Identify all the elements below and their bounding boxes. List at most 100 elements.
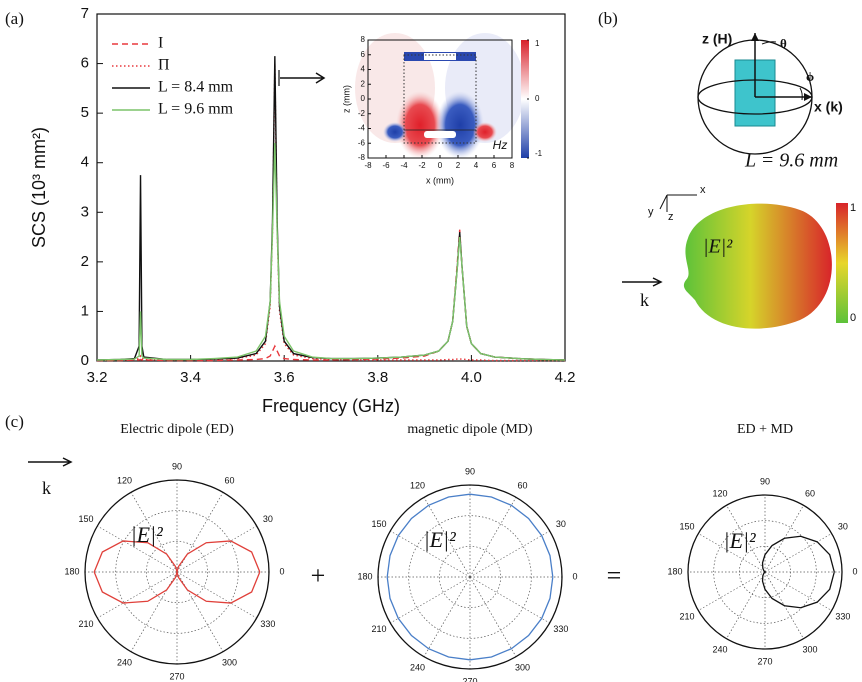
x-tick-label: 4.0 [461,369,482,386]
y-tick-label: 6 [361,50,366,59]
arrow [280,72,326,84]
polar-title: ED + MD [737,422,793,437]
angle-grid [176,525,257,573]
red-spot [473,122,497,142]
angle-grid [726,505,766,573]
y-tick-label: 7 [81,5,89,22]
angle-grid [469,576,550,624]
wave-label: k [42,478,51,498]
angle-label: 150 [680,521,695,531]
x-tick-label: 3.6 [274,369,295,386]
angle-grid [97,525,178,573]
y-tick-label: 3 [81,203,89,220]
y-tick-label: -8 [358,153,366,162]
top-gap [424,53,456,60]
series-line [96,63,565,362]
coord-label: y [648,206,654,218]
axis-label: x (k) [814,99,843,115]
angle-label: 90 [760,476,770,486]
x-tick-label: 4.2 [555,369,576,386]
legend-label: L = 8.4 mm [158,79,234,96]
x-tick-label: 6 [492,161,497,170]
panel-label: (a) [5,9,24,28]
field-name: Hz [493,138,508,152]
theta-arrow [761,41,777,45]
y-tick-label: 4 [81,154,89,171]
axis-label: θ [780,36,787,51]
panel-label: (b) [598,9,618,28]
y-tick-label: 6 [81,55,89,72]
x-tick-label: 0 [438,161,443,170]
angle-label: 0 [852,566,857,576]
angle-label: 180 [357,571,372,581]
colorbar-label: 0 [850,312,856,324]
angle-grid [726,571,766,639]
polar-curve [386,493,554,661]
angle-grid [176,571,257,619]
angle-label: 270 [169,671,184,681]
radiation-pattern [683,203,832,329]
series-line [96,142,566,361]
angle-label: 60 [517,480,527,490]
legend-label: I [158,35,163,52]
x-axis-label: Frequency (GHz) [262,396,400,416]
y-tick-label: 2 [81,253,89,270]
x-tick-label: 4 [474,161,479,170]
y-tick-label: -6 [358,138,366,147]
angle-label: 180 [64,566,79,576]
x-tick-label: -4 [400,161,408,170]
angle-label: 120 [410,480,425,490]
x-tick-label: 3.8 [367,369,388,386]
angle-label: 210 [372,624,387,634]
axis-label: z (H) [702,31,732,47]
radial-grid [713,520,817,624]
angle-grid [469,497,517,578]
angle-label: 0 [572,571,577,581]
y-tick-label: 0 [361,94,366,103]
y-axis-label: z (mm) [341,85,351,113]
polar-frame [687,494,843,650]
y-tick-label: 5 [81,104,89,121]
angle-label: 120 [117,475,132,485]
wave-label: k [640,290,649,310]
colorbar-label: 1 [535,39,540,48]
angle-label: 150 [372,519,387,529]
angle-grid [764,533,832,573]
angle-grid [423,576,471,657]
angle-label: 30 [263,514,273,524]
x-tick-label: 3.4 [180,369,201,386]
angle-label: 270 [757,656,772,666]
arrowheads [751,33,812,101]
x-tick-label: -8 [364,161,372,170]
field-map [355,33,529,159]
colorbar-label: -1 [535,149,543,158]
colorbar [521,40,529,158]
equals-sign: = [607,561,622,590]
x-tick-label: -2 [418,161,426,170]
angle-label: 0 [279,566,284,576]
angle-label: 180 [667,566,682,576]
polar-frame [84,479,270,665]
y-tick-label: -4 [358,124,366,133]
angle-label: 330 [835,611,850,621]
angle-label: 90 [172,461,182,471]
axis-label: ϕ [806,69,814,84]
angle-label: 270 [462,676,477,682]
polar-title: Electric dipole (ED) [120,422,234,437]
colorbar-label: 1 [850,202,856,214]
coord-label: z [668,211,674,223]
size-label: L = 9.6 mm [744,150,838,172]
x-tick-label: 8 [510,161,515,170]
angle-label: 150 [79,514,94,524]
blue-lobe [436,91,484,159]
angle-grid [698,571,766,611]
red-lobe [396,91,444,159]
panel-label: (c) [5,412,24,431]
angle-label: 60 [224,475,234,485]
colorbar [836,203,848,323]
x-tick-label: -6 [382,161,390,170]
polar-curve [761,535,835,609]
y-tick-label: -2 [358,109,366,118]
radial-grid [115,510,239,634]
